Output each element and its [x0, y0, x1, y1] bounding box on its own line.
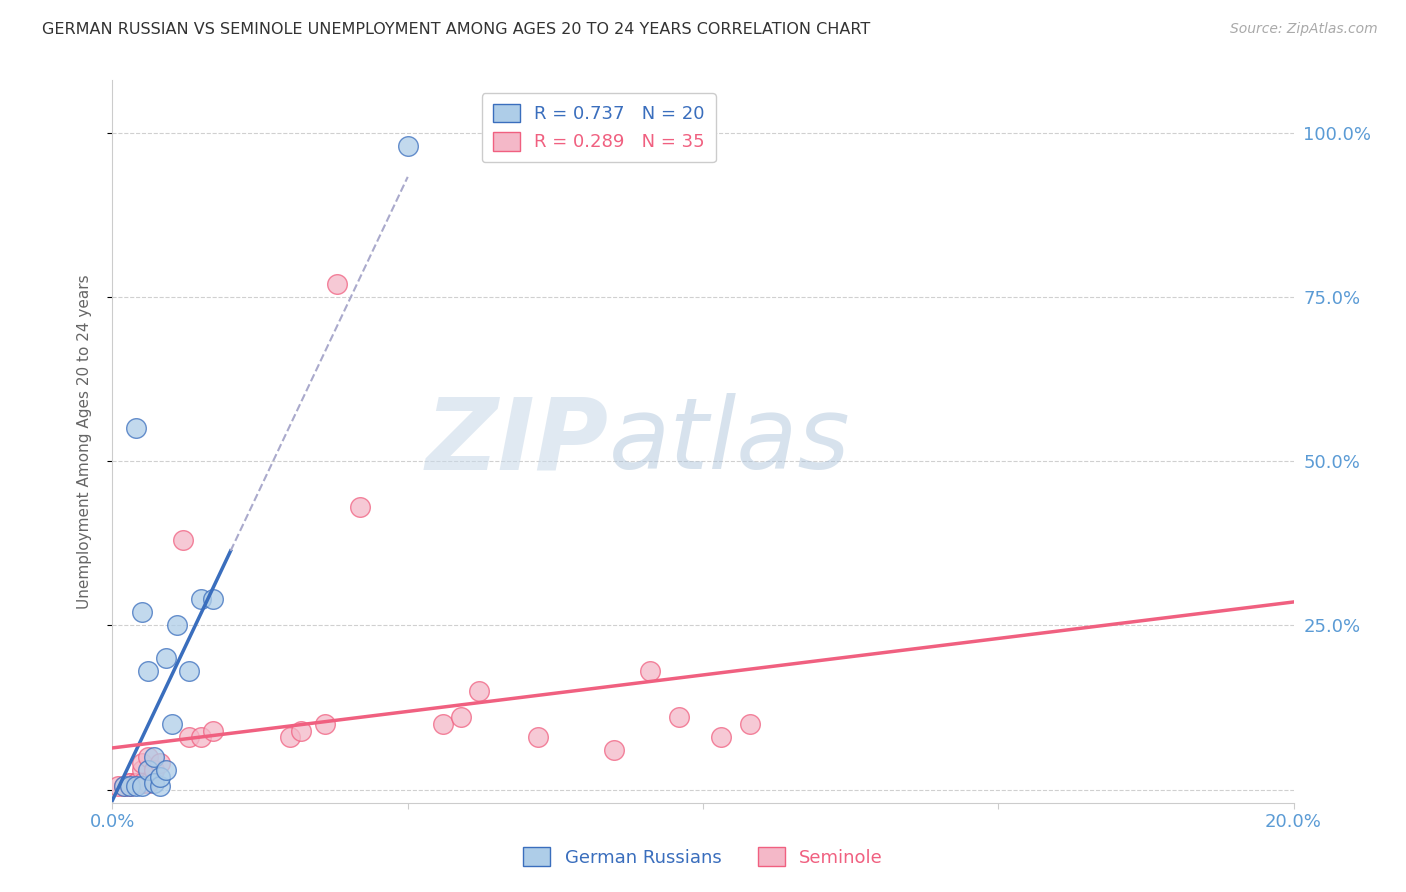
- Point: [190, 730, 212, 744]
- Point: [710, 730, 733, 744]
- Point: [112, 780, 135, 794]
- Point: [131, 776, 153, 790]
- Point: [131, 756, 153, 771]
- Point: [201, 723, 224, 738]
- Point: [142, 749, 165, 764]
- Point: [155, 763, 177, 777]
- Point: [155, 651, 177, 665]
- Point: [172, 533, 194, 547]
- Point: [125, 776, 148, 790]
- Point: [450, 710, 472, 724]
- Point: [112, 780, 135, 794]
- Point: [125, 776, 148, 790]
- Point: [131, 780, 153, 794]
- Point: [603, 743, 626, 757]
- Point: [467, 684, 489, 698]
- Point: [179, 665, 201, 679]
- Text: Source: ZipAtlas.com: Source: ZipAtlas.com: [1230, 22, 1378, 37]
- Point: [432, 717, 454, 731]
- Point: [142, 776, 165, 790]
- Point: [526, 730, 548, 744]
- Point: [278, 730, 301, 744]
- Point: [638, 665, 661, 679]
- Point: [740, 717, 762, 731]
- Text: atlas: atlas: [609, 393, 851, 490]
- Point: [668, 710, 690, 724]
- Point: [142, 763, 165, 777]
- Point: [326, 277, 349, 291]
- Point: [125, 776, 148, 790]
- Point: [190, 592, 212, 607]
- Text: GERMAN RUSSIAN VS SEMINOLE UNEMPLOYMENT AMONG AGES 20 TO 24 YEARS CORRELATION CH: GERMAN RUSSIAN VS SEMINOLE UNEMPLOYMENT …: [42, 22, 870, 37]
- Point: [149, 756, 172, 771]
- Point: [136, 665, 159, 679]
- Point: [120, 780, 142, 794]
- Point: [120, 780, 142, 794]
- Point: [149, 780, 172, 794]
- Point: [131, 605, 153, 619]
- Point: [125, 780, 148, 794]
- Point: [136, 749, 159, 764]
- Point: [314, 717, 336, 731]
- Point: [120, 776, 142, 790]
- Point: [166, 618, 188, 632]
- Point: [349, 500, 371, 515]
- Point: [396, 139, 419, 153]
- Point: [131, 776, 153, 790]
- Point: [149, 770, 172, 784]
- Point: [125, 421, 148, 435]
- Point: [131, 763, 153, 777]
- Legend: R = 0.737   N = 20, R = 0.289   N = 35: R = 0.737 N = 20, R = 0.289 N = 35: [482, 93, 716, 162]
- Point: [179, 730, 201, 744]
- Point: [142, 763, 165, 777]
- Point: [107, 780, 129, 794]
- Point: [290, 723, 312, 738]
- Point: [120, 776, 142, 790]
- Point: [136, 776, 159, 790]
- Legend: German Russians, Seminole: German Russians, Seminole: [516, 840, 890, 874]
- Point: [160, 717, 183, 731]
- Y-axis label: Unemployment Among Ages 20 to 24 years: Unemployment Among Ages 20 to 24 years: [77, 274, 91, 609]
- Point: [201, 592, 224, 607]
- Text: ZIP: ZIP: [426, 393, 609, 490]
- Point: [136, 763, 159, 777]
